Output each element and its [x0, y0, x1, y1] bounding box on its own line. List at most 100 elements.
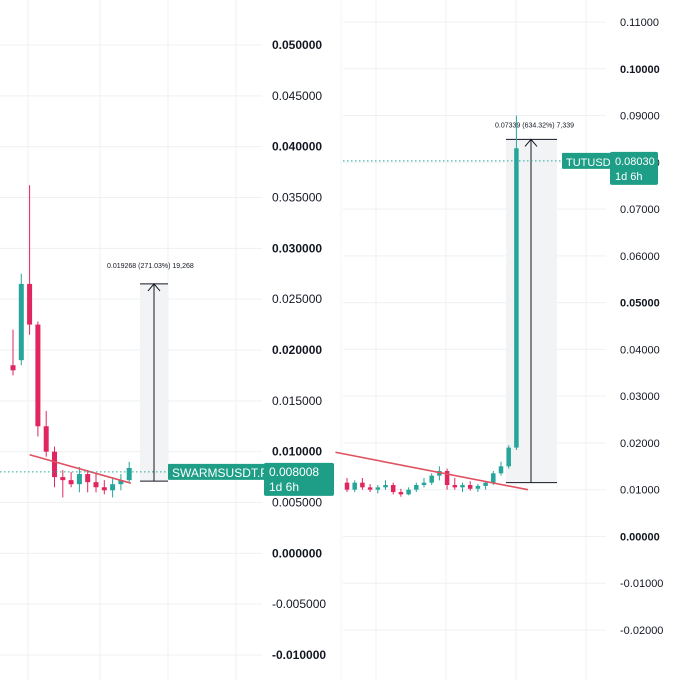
candle-body: [506, 447, 511, 467]
candle: [383, 480, 388, 490]
candle: [514, 115, 519, 450]
candle-body: [344, 482, 350, 490]
candle: [43, 411, 49, 457]
candle: [414, 482, 419, 493]
candle: [437, 466, 442, 481]
candle-body: [118, 480, 124, 485]
symbol-label: TUTUSDT: [566, 157, 618, 169]
candle-body: [52, 451, 57, 478]
price-tick-label: 0.015000: [272, 394, 322, 408]
countdown-label: 1d 6h: [615, 171, 643, 183]
candle-body: [68, 480, 74, 485]
price-tick-label: -0.005000: [272, 597, 326, 611]
candle-body: [93, 482, 99, 488]
price-tick-label: 0.01000: [620, 485, 660, 497]
candle: [467, 481, 473, 491]
symbol-label: SWARMSUSDT.P: [172, 466, 268, 480]
trendline: [335, 451, 529, 491]
price-tick-label: 0.030000: [272, 241, 322, 255]
last-price-badge: [264, 462, 334, 496]
candle: [60, 469, 66, 498]
candle: [367, 484, 373, 493]
candle-body: [126, 467, 132, 481]
candle: [93, 474, 99, 493]
price-tick-label: 0.040000: [272, 140, 322, 154]
candle-body: [491, 473, 496, 483]
candle: [101, 480, 107, 495]
candle: [52, 446, 57, 488]
candle-body: [467, 485, 473, 489]
candle-body: [60, 477, 66, 481]
candle: [110, 477, 116, 498]
measure-arrow-head: [147, 283, 161, 292]
candle-body: [460, 485, 465, 488]
price-tick-label: 0.02000: [620, 438, 660, 450]
price-tick-label: 0.05000: [620, 298, 660, 310]
candle-body: [414, 485, 419, 490]
candle-body: [437, 470, 442, 476]
price-tick-label: -0.010000: [272, 648, 326, 662]
price-tick-label: -0.01000: [620, 578, 663, 590]
candle-body: [360, 482, 365, 488]
price-tick-label: 0.050000: [272, 38, 322, 52]
candle-body: [390, 485, 396, 493]
candle: [76, 466, 82, 493]
candle: [444, 468, 450, 490]
price-tick-label: 0.020000: [272, 343, 322, 357]
price-tick-label: 0.025000: [272, 292, 322, 306]
candle: [406, 487, 411, 496]
candle: [483, 481, 488, 490]
candle-body: [498, 466, 504, 474]
candle: [18, 273, 24, 366]
candle-body: [10, 365, 16, 371]
candle: [390, 482, 396, 495]
candle: [118, 474, 124, 491]
symbol-badge: [562, 152, 618, 169]
price-tick-label: 0.000000: [272, 546, 322, 560]
candle-body: [444, 470, 450, 486]
candle: [27, 185, 33, 335]
candle-body: [27, 283, 33, 325]
candle-body: [18, 283, 24, 361]
candle: [452, 478, 458, 490]
candle-body: [35, 324, 41, 427]
price-tick-label: 0.11000: [620, 17, 659, 29]
candle-body: [475, 485, 481, 489]
candle: [475, 484, 481, 493]
candle: [398, 488, 404, 497]
chart-panel-2: 0.110000.100000.090000.080000.070000.060…: [335, 0, 663, 680]
price-tick-label: 0.10000: [620, 64, 660, 76]
candle-body: [352, 482, 357, 490]
measure-label: 0.019268 (271.03%) 19,268: [107, 263, 194, 270]
candle: [68, 472, 74, 488]
price-tick-label: 0.06000: [620, 251, 660, 263]
candle-body: [406, 489, 411, 495]
trendline: [29, 453, 132, 484]
candle-body: [85, 474, 91, 483]
candle-body: [383, 485, 388, 488]
candle: [506, 445, 511, 469]
last-price-badge: [610, 151, 658, 185]
price-tick-label: 0.09000: [620, 111, 660, 123]
candle-body: [110, 484, 116, 491]
candle: [429, 473, 434, 486]
chart-panel-1: 0.050000 0.045000 0.040000 0.035000 0.030000…: [0, 0, 334, 680]
candle: [352, 480, 357, 493]
candle: [344, 478, 350, 493]
candle: [460, 482, 465, 493]
candle-body: [398, 492, 404, 495]
candle: [35, 321, 41, 437]
measure-label: 0.07339 (634.32%) 7,339: [495, 122, 574, 129]
price-tick-label: 0.010000: [272, 445, 322, 459]
candle: [375, 485, 381, 494]
symbol-badge: [168, 463, 268, 480]
candle-body: [514, 148, 519, 448]
price-tick-label: 0.04000: [620, 344, 660, 356]
last-price-value: 0.008008: [269, 465, 319, 479]
candle: [360, 478, 365, 490]
last-price-value: 0.08030: [615, 156, 655, 168]
candle-body: [375, 487, 381, 490]
candle-body: [76, 474, 82, 485]
price-tick-label: -0.02000: [620, 625, 663, 637]
